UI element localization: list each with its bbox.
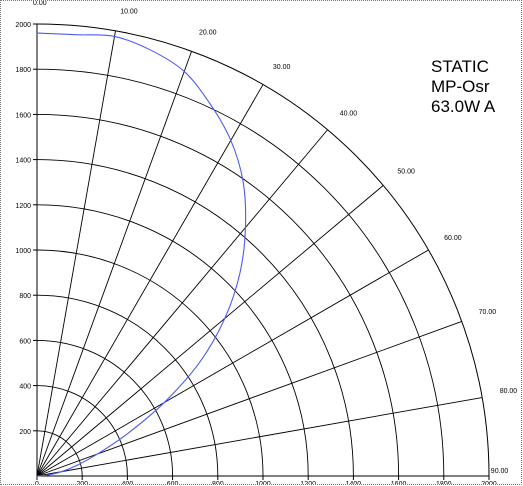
y-tick-label-400: 400: [19, 384, 31, 391]
x-tick-label-1200: 1200: [300, 481, 316, 485]
angle-label-20.00: 20.00: [199, 29, 217, 36]
intensity-curve-0: [36, 32, 247, 477]
grid-arc-400: [36, 385, 128, 477]
x-tick-label-1000: 1000: [255, 481, 271, 485]
grid-arc-1200: [36, 204, 309, 477]
y-tick-label-1200: 1200: [15, 203, 31, 210]
grid-arc-2000: [36, 23, 490, 477]
angle-label-0.00: 0.00: [33, 1, 47, 7]
y-tick-label-1000: 1000: [15, 248, 31, 255]
angle-label-40.00: 40.00: [340, 111, 358, 118]
grid-arc-1600: [36, 113, 400, 477]
angle-label-30.00: 30.00: [273, 64, 291, 71]
x-tick-label-400: 400: [122, 481, 134, 485]
angle-label-50.00: 50.00: [397, 168, 415, 175]
y-tick-label-2000: 2000: [15, 22, 31, 29]
grid-arc-800: [36, 294, 219, 477]
angle-label-60.00: 60.00: [444, 235, 462, 242]
angle-label-10.00: 10.00: [120, 8, 138, 15]
y-tick-label-200: 200: [19, 429, 31, 436]
y-tick-label-600: 600: [19, 338, 31, 345]
x-tick-label-0: 0: [35, 481, 39, 485]
spoke-40.00: [36, 129, 328, 477]
angle-label-90.00: 90.00: [491, 468, 509, 475]
x-tick-label-200: 200: [76, 481, 88, 485]
y-tick-label-1800: 1800: [15, 67, 31, 74]
y-tick-label-1600: 1600: [15, 112, 31, 119]
spoke-20.00: [36, 51, 193, 477]
grid-layer: [36, 23, 490, 477]
spoke-70.00: [36, 320, 462, 477]
labels-layer: 200 400 600 800 1000 1200 1400 1600 1800 2000 0 200…: [15, 1, 518, 485]
axes-layer: [33, 23, 490, 480]
x-tick-label-1600: 1600: [391, 481, 407, 485]
spokes-layer: [36, 24, 489, 477]
caption-line-3: 63.0W A: [431, 97, 496, 116]
y-tick-label-800: 800: [19, 293, 31, 300]
spoke-60.00: [36, 249, 429, 477]
x-tick-label-800: 800: [212, 481, 224, 485]
curve-layer: [36, 32, 247, 477]
angle-label-70.00: 70.00: [479, 309, 497, 316]
spoke-50.00: [36, 185, 384, 477]
spoke-10.00: [36, 30, 116, 477]
angle-label-80.00: 80.00: [500, 388, 518, 395]
y-tick-label-1400: 1400: [15, 158, 31, 165]
caption-line-1: STATIC: [431, 57, 489, 76]
caption-line-2: MP-Osr: [431, 77, 490, 96]
spoke-80.00: [36, 397, 483, 477]
spoke-30.00: [36, 84, 264, 477]
x-tick-label-600: 600: [167, 481, 179, 485]
x-tick-label-2000: 2000: [481, 481, 497, 485]
grid-arc-1800: [36, 68, 445, 477]
grid-arc-1400: [36, 159, 354, 477]
grid-arc-600: [36, 339, 174, 477]
grid-arc-1000: [36, 249, 264, 477]
x-tick-label-1800: 1800: [436, 481, 452, 485]
x-tick-label-1400: 1400: [346, 481, 362, 485]
